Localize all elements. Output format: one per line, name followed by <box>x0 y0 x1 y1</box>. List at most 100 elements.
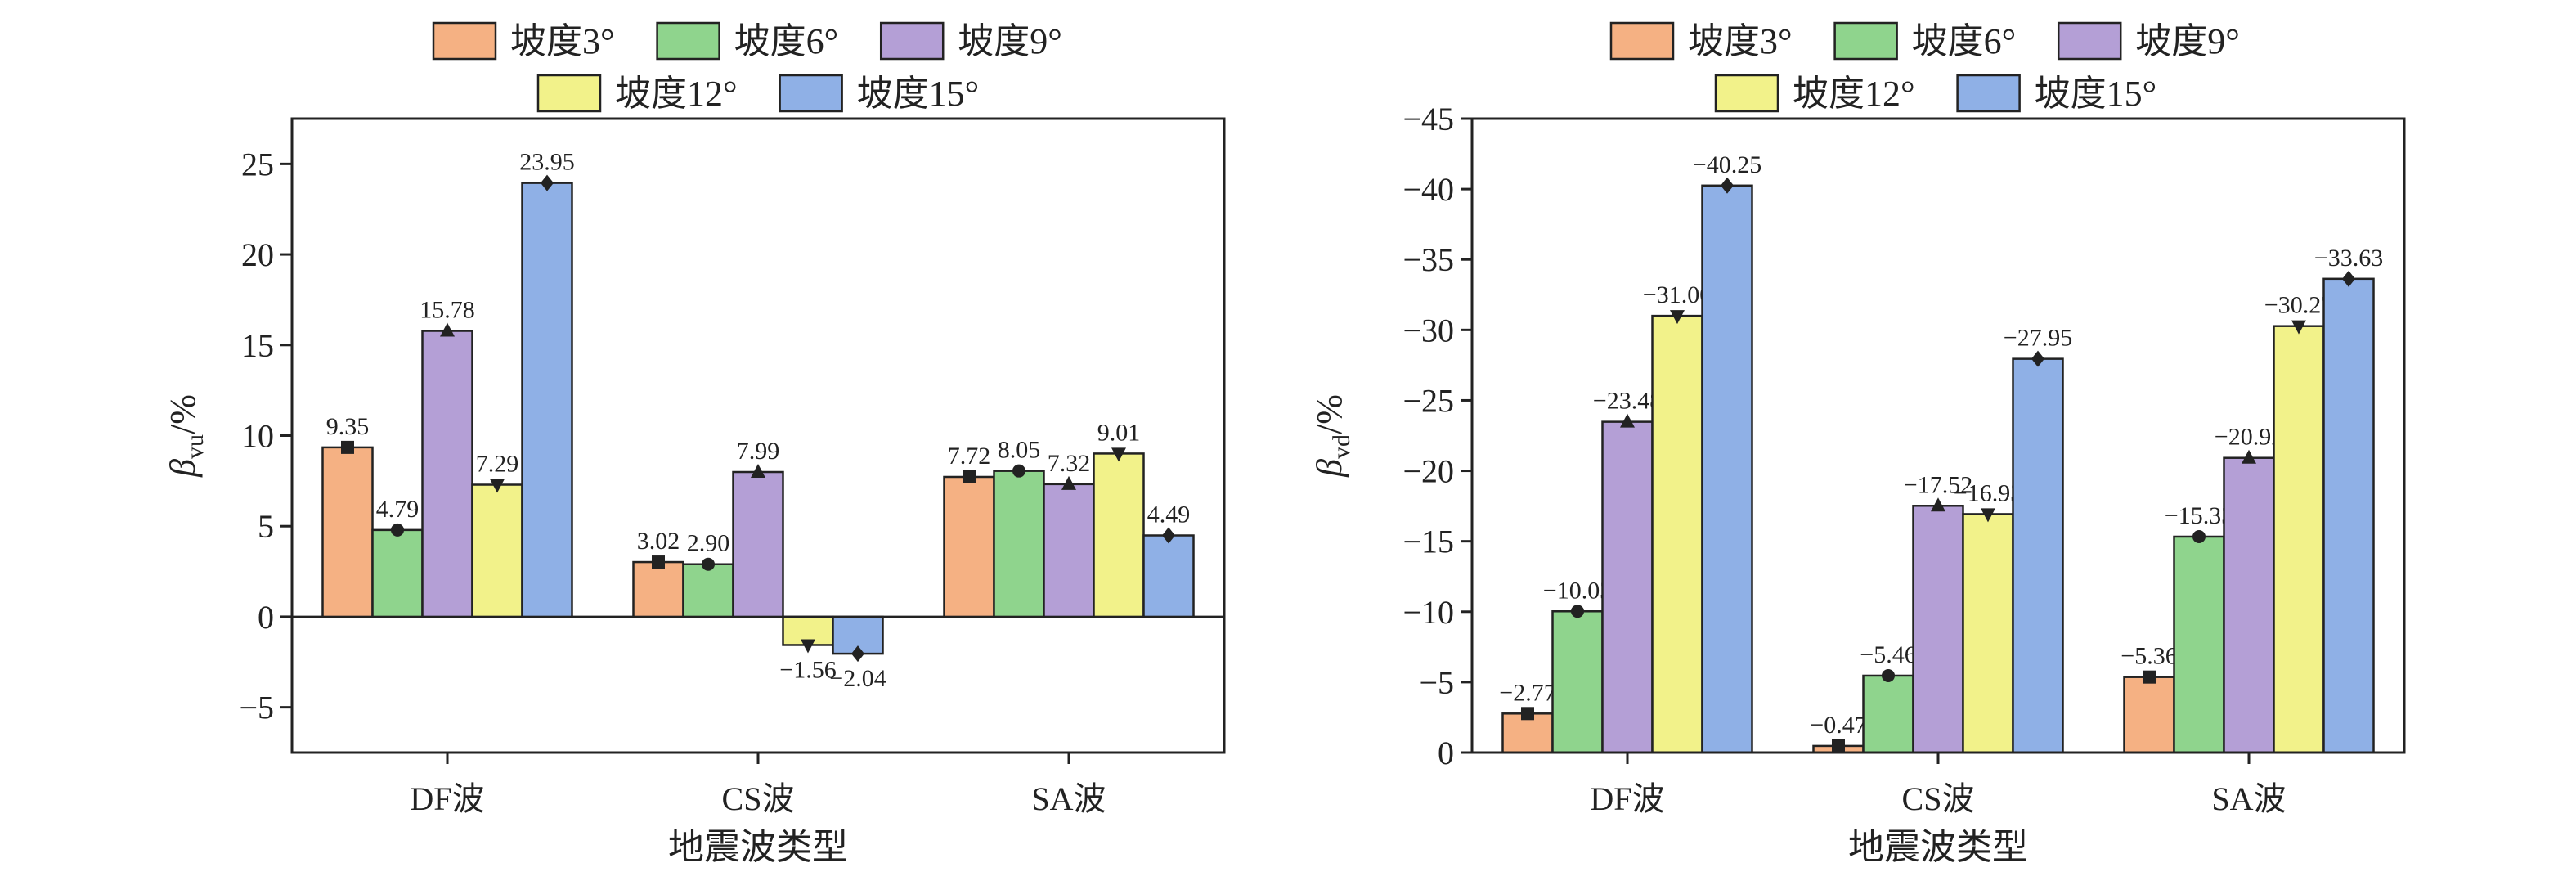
bar <box>1601 420 1654 754</box>
bar-end-marker <box>1571 605 1584 618</box>
y-axis-symbol: β <box>1309 459 1349 478</box>
bar-end-marker <box>1832 739 1845 753</box>
y-tick-label: 15 <box>241 327 274 364</box>
chart-panel-2: 0 −5 −10 −15 −20 −25 −30 −35 −40 −45 DF波 −2.77 −10.0… <box>1309 21 2406 867</box>
legend-swatch <box>1714 74 1779 113</box>
data-label: −2.04 <box>829 665 886 692</box>
bar <box>1093 452 1145 618</box>
y-tick-label: 0 <box>258 599 274 636</box>
y-tick-label: −15 <box>1402 524 1454 560</box>
legend-label: 坡度6° <box>1912 21 2017 61</box>
y-tick-label: 20 <box>241 236 274 273</box>
bar-end-marker <box>751 464 765 479</box>
y-axis-unit: /% <box>163 394 203 434</box>
bar <box>2173 535 2225 754</box>
bar <box>1551 610 1604 754</box>
plot-frame <box>1470 117 2406 754</box>
bar-end-marker <box>1012 464 1025 478</box>
y-axis-title: βvd/% <box>1309 394 1355 478</box>
bar-end-marker <box>1882 668 1895 682</box>
bar-end-marker <box>1670 310 1685 325</box>
data-label: −27.95 <box>2004 325 2072 352</box>
y-tick-label: −5 <box>239 690 274 726</box>
legend-swatch <box>1956 74 2021 113</box>
bar-end-marker <box>2192 529 2206 543</box>
bar-end-marker <box>702 557 715 571</box>
bar-end-marker <box>1931 497 1945 512</box>
x-tick-label: DF波 <box>1590 780 1664 817</box>
bar <box>1651 314 1703 754</box>
data-label: −20.92 <box>2215 424 2283 451</box>
data-label: 4.49 <box>1147 501 1191 528</box>
bar-end-marker <box>1620 413 1635 428</box>
legend-label: 坡度15° <box>857 74 980 114</box>
bar-end-marker <box>1061 475 1076 490</box>
bar-end-marker <box>2242 449 2256 464</box>
data-label: 7.72 <box>948 443 991 470</box>
bar-end-marker <box>2291 320 2306 335</box>
data-label: −5.36 <box>2120 643 2177 670</box>
x-axis-title: 地震波类型 <box>668 827 848 867</box>
legend-label: 坡度6° <box>734 21 839 61</box>
data-label: −30.27 <box>2264 292 2333 319</box>
bar <box>1962 513 2014 754</box>
legend-label: 坡度12° <box>615 74 738 114</box>
bar-end-marker <box>1162 527 1175 544</box>
data-label: 4.79 <box>376 496 420 523</box>
bar <box>421 330 473 618</box>
legend-label: 坡度3° <box>1688 21 1793 61</box>
bar-end-marker <box>851 645 864 663</box>
bar <box>1862 674 1914 754</box>
x-tick-label: SA波 <box>2211 780 2286 817</box>
data-label: −2.77 <box>1499 679 1555 706</box>
data-label: −16.93 <box>1954 479 2022 506</box>
y-tick-label: −40 <box>1402 171 1454 208</box>
bar-end-marker <box>2342 270 2355 287</box>
legend-label: 坡度12° <box>1793 74 1915 114</box>
legend: 坡度3° 坡度6° 坡度9° 坡度12° 坡度15° <box>1609 21 2240 114</box>
y-axis-symbol: β <box>163 459 203 478</box>
y-tick-label: 5 <box>258 508 274 545</box>
bar-end-marker <box>963 470 976 483</box>
bar-end-marker <box>1981 508 1995 523</box>
bar <box>993 470 1045 618</box>
bar-end-marker <box>440 322 455 337</box>
bar <box>1043 483 1095 618</box>
x-tick-label: SA波 <box>1031 780 1106 817</box>
y-tick-label: 25 <box>241 146 274 182</box>
bar-end-marker <box>1721 177 1734 194</box>
data-label: 15.78 <box>420 297 475 324</box>
y-tick-label: 0 <box>1438 735 1454 771</box>
bar-end-marker <box>1521 707 1534 721</box>
bar <box>2012 357 2064 754</box>
legend-label: 坡度9° <box>958 21 1062 61</box>
data-label: 3.02 <box>637 528 680 555</box>
bar <box>521 182 573 618</box>
bar <box>371 528 424 618</box>
data-label: −1.56 <box>779 656 836 683</box>
legend-label: 坡度15° <box>2035 74 2157 114</box>
data-label: 7.29 <box>476 451 519 478</box>
bar <box>2223 456 2275 754</box>
bar <box>632 560 684 618</box>
legend-label: 坡度9° <box>2135 21 2240 61</box>
y-axis-subscript: vd <box>1328 434 1355 459</box>
y-tick-label: −45 <box>1402 101 1454 137</box>
y-tick-label: −35 <box>1402 241 1454 278</box>
x-tick-label: CS波 <box>722 780 795 817</box>
data-label: 8.05 <box>998 437 1041 464</box>
bar <box>1912 505 1964 754</box>
data-label: −40.25 <box>1693 151 1761 178</box>
y-axis-title: βvu/% <box>163 394 209 478</box>
plot-frame <box>290 117 1226 754</box>
x-axis-title: 地震波类型 <box>1848 827 2028 867</box>
bar <box>732 470 784 618</box>
legend-swatch <box>1609 21 1675 61</box>
data-label: −17.52 <box>1904 471 1972 498</box>
y-tick-label: −5 <box>1419 664 1454 701</box>
data-label: 9.35 <box>326 413 370 440</box>
data-label: −31.00 <box>1643 281 1712 308</box>
bar <box>943 475 995 618</box>
bar-end-marker <box>2031 350 2044 367</box>
